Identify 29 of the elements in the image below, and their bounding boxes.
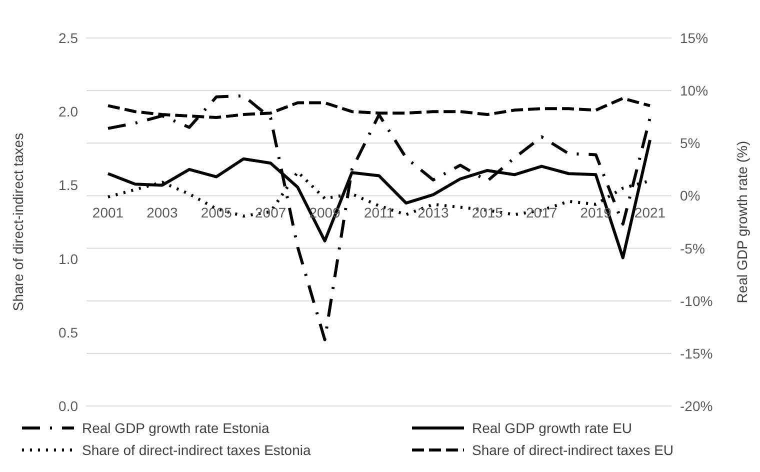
y-tick-label: 0.0: [58, 398, 78, 414]
legend-label: Share of direct-indirect taxes EU: [472, 442, 674, 458]
y2-tick-label: 10%: [680, 82, 708, 99]
y2-axis-title: Real GDP growth rate (%): [734, 140, 750, 304]
x-tick-label: 2017: [526, 204, 558, 221]
legend-label: Real GDP growth rate Estonia: [82, 420, 270, 436]
x-tick-label: 2013: [418, 204, 449, 221]
x-tick-label: 2007: [255, 204, 286, 221]
x-tick-label: 2005: [200, 204, 232, 221]
x-tick-label: 2011: [364, 204, 394, 221]
y2-tick-label: 5%: [680, 135, 700, 152]
y-tick-label: 0.5: [58, 324, 78, 340]
x-tick-label: 2015: [472, 204, 504, 221]
x-tick-label: 2003: [146, 204, 178, 221]
legend-label: Share of direct-indirect taxes Estonia: [82, 442, 311, 458]
y2-tick-label: -5%: [680, 240, 705, 256]
x-tick-label: 2001: [92, 204, 124, 221]
y-tick-label: 1.5: [58, 177, 78, 194]
x-tick-label: 2021: [634, 204, 666, 221]
legend-label: Real GDP growth rate EU: [472, 420, 632, 436]
y2-tick-label: -20%: [680, 398, 713, 414]
y2-tick-label: 15%: [680, 30, 708, 46]
y2-tick-label: -15%: [680, 345, 713, 362]
y-tick-label: 2.0: [58, 104, 78, 120]
y-axis-title: Share of direct-indirect taxes: [10, 132, 26, 312]
y2-tick-label: -10%: [680, 292, 713, 309]
y2-tick-label: 0%: [680, 188, 700, 204]
y-tick-label: 1.0: [58, 250, 78, 267]
y-tick-label: 2.5: [58, 30, 78, 46]
